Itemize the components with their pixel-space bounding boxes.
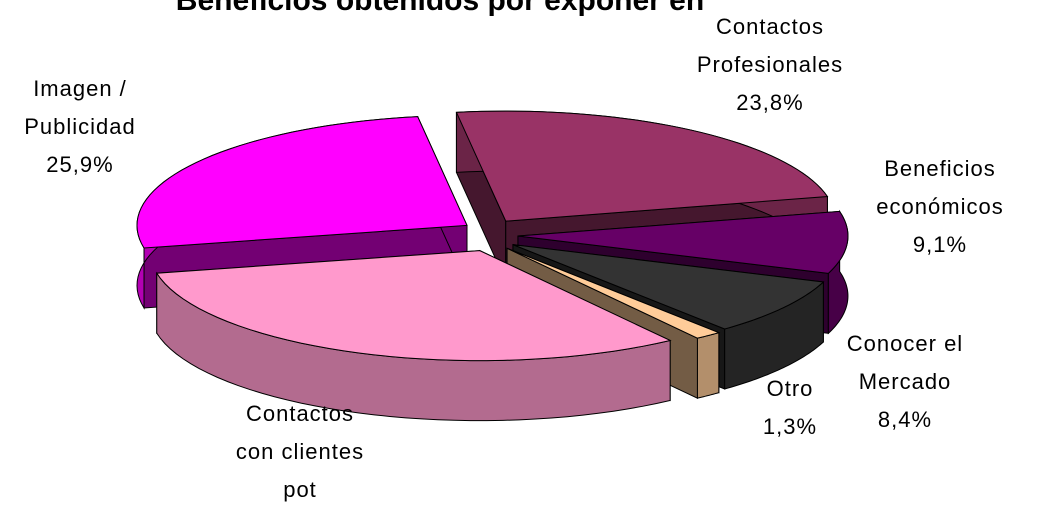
slice-label: Otro 1,3% (760, 370, 820, 446)
category-label: Conocer el Mercado (846, 331, 964, 394)
category-label: Imagen / Publicidad (24, 76, 136, 139)
slice-top (136, 116, 468, 249)
pie-slice (155, 249, 672, 422)
slice-label: Contactos Profesionales 23,8% (685, 8, 855, 122)
chart: Beneficios obtenidos por exponer en (136, 0, 849, 422)
category-label: Beneficios económicos (876, 156, 1004, 219)
value-label: 9,1% (912, 232, 968, 257)
slice-top (155, 250, 672, 362)
slice-label: Imagen / Publicidad 25,9% (5, 70, 155, 184)
slice-label: Conocer el Mercado 8,4% (830, 325, 980, 439)
slice-edge (696, 332, 720, 399)
slice-top (455, 110, 829, 222)
category-label: Otro (766, 376, 814, 401)
value-label: 25,9% (46, 152, 114, 177)
chart-title: Beneficios obtenidos por exponer en (176, 0, 704, 17)
slice-label: Beneficios económicos 9,1% (855, 150, 1025, 264)
slice-top (512, 244, 825, 330)
slice-top (506, 247, 721, 339)
category-label: Contactos Profesionales (696, 14, 844, 77)
value-label: 23,8% (736, 90, 804, 115)
slice-top (517, 210, 849, 274)
page: {"chart_data": {"type": "pie3d", "title"… (5, 0, 1025, 502)
value-label: 8,4% (877, 407, 933, 432)
value-label: 1,3% (762, 414, 818, 439)
